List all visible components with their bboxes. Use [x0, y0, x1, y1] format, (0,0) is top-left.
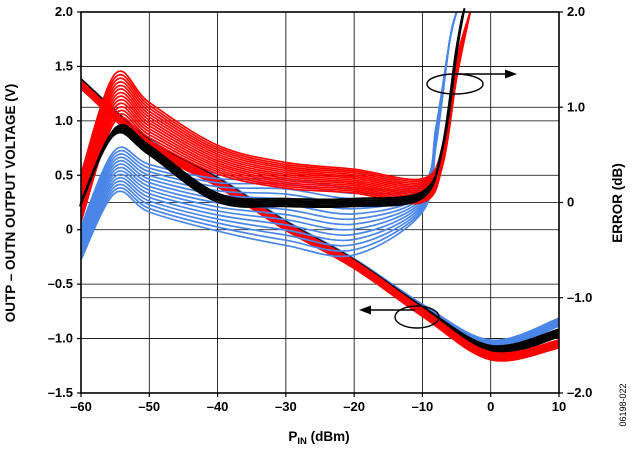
error-series-group: [78, 8, 472, 260]
voltage-axis-indicator: [359, 305, 440, 329]
y-left-tick-label: 2.0: [55, 4, 73, 19]
y-left-tick-label: 0: [66, 222, 73, 237]
y-axis-left-label: OUTP – OUTN OUTPUT VOLTAGE (V): [3, 84, 18, 323]
y-right-tick-label: –1.0: [567, 290, 592, 305]
error-line-red: [80, 11, 472, 183]
error-line-red: [80, 11, 472, 185]
x-tick-label: 0: [487, 399, 494, 414]
tick-labels: –60 –50 –40 –30 –20 –10 0 10 –1.5 –1.0 –0.5 0 0.5 1.0…: [48, 4, 593, 414]
x-axis-label-unit: (dBm): [307, 429, 350, 444]
y-left-tick-label: –0.5: [48, 276, 73, 291]
error-axis-indicator: [426, 69, 517, 95]
voltage-line-red: [80, 88, 560, 362]
y-right-tick-label: 2.0: [567, 4, 585, 19]
y-left-tick-label: 0.5: [55, 167, 73, 182]
error-line-black: [81, 8, 466, 201]
x-tick-label: –10: [412, 399, 434, 414]
error-line-red: [80, 11, 472, 222]
x-tick-label: –60: [70, 399, 92, 414]
x-tick-label: –50: [138, 399, 160, 414]
y-left-tick-label: 1.5: [55, 58, 73, 73]
voltage-line-black: [80, 86, 560, 355]
voltage-line-red: [80, 82, 560, 357]
x-axis-label: PIN (dBm): [288, 429, 349, 447]
voltage-line-blue: [80, 83, 560, 347]
x-axis-label-sub: IN: [297, 436, 307, 447]
y-axis-right-label: ERROR (dB): [610, 163, 625, 243]
x-axis-label-main: P: [288, 429, 297, 444]
y-right-tick-label: –2.0: [567, 385, 592, 400]
figure-id: 06198-022: [618, 383, 628, 426]
y-left-tick-label: –1.0: [48, 331, 73, 346]
y-right-tick-label: 0: [567, 195, 574, 210]
y-left-tick-label: 1.0: [55, 113, 73, 128]
y-right-tick-label: 1.0: [567, 99, 585, 114]
x-tick-label: –40: [207, 399, 229, 414]
x-tick-label: 10: [552, 399, 566, 414]
x-tick-label: –30: [275, 399, 297, 414]
x-tick-label: –20: [343, 399, 365, 414]
y-left-tick-label: –1.5: [48, 385, 73, 400]
